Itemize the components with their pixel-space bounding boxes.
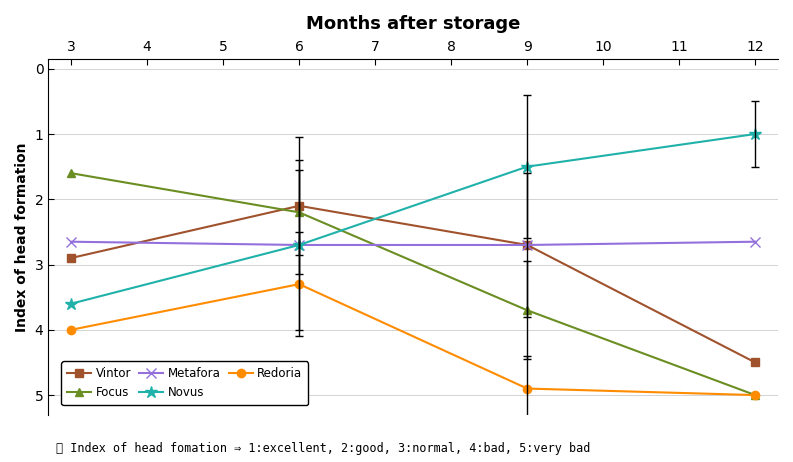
Focus bbox=[294, 210, 304, 215]
Focus bbox=[67, 170, 76, 176]
Y-axis label: Index of head formation: Index of head formation bbox=[15, 142, 29, 332]
Metafora bbox=[294, 242, 304, 248]
Metafora bbox=[750, 239, 760, 244]
Title: Months after storage: Months after storage bbox=[306, 15, 520, 33]
Novus bbox=[750, 131, 760, 137]
Legend: Vintor, Focus, Metafora, Novus, Redoria: Vintor, Focus, Metafora, Novus, Redoria bbox=[62, 361, 308, 405]
Redoria bbox=[67, 327, 76, 333]
Focus bbox=[750, 392, 760, 398]
Vintor bbox=[294, 203, 304, 208]
Focus bbox=[523, 308, 532, 313]
Line: Novus: Novus bbox=[65, 128, 761, 310]
Line: Vintor: Vintor bbox=[67, 201, 760, 367]
Vintor bbox=[67, 255, 76, 261]
Line: Metafora: Metafora bbox=[67, 237, 760, 250]
Redoria bbox=[750, 392, 760, 398]
Vintor bbox=[523, 242, 532, 248]
Vintor bbox=[750, 360, 760, 365]
Novus bbox=[67, 301, 76, 306]
Text: ※ Index of head fomation ⇒ 1:excellent, 2:good, 3:normal, 4:bad, 5:very bad: ※ Index of head fomation ⇒ 1:excellent, … bbox=[56, 442, 590, 455]
Redoria bbox=[294, 281, 304, 287]
Redoria bbox=[523, 386, 532, 391]
Metafora bbox=[67, 239, 76, 244]
Novus bbox=[523, 164, 532, 170]
Line: Redoria: Redoria bbox=[67, 280, 760, 399]
Metafora bbox=[523, 242, 532, 248]
Novus bbox=[294, 242, 304, 248]
Line: Focus: Focus bbox=[67, 169, 760, 399]
